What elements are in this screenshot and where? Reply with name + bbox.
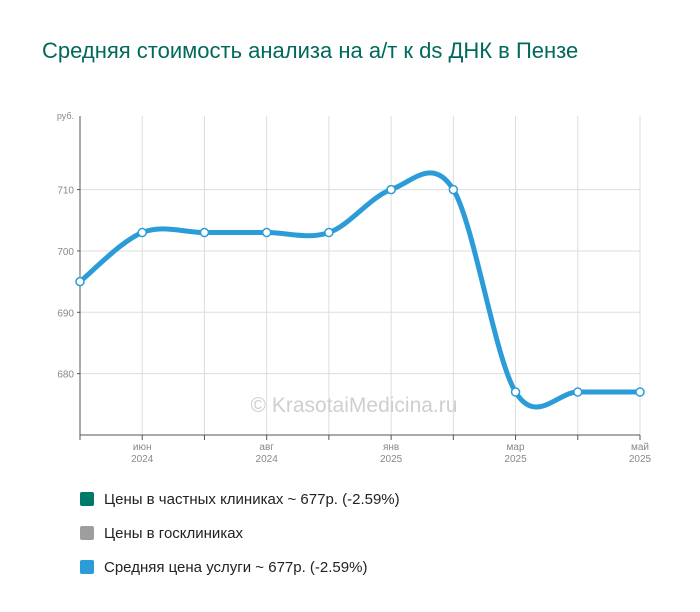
legend-label-private: Цены в частных клиниках ~ 677р. (-2.59%) [104,490,400,508]
x-tick-label-year: 2024 [131,454,154,465]
chart-title: Средняя стоимость анализа на а/т к ds ДН… [42,38,579,63]
legend-label-average: Средняя цена услуги ~ 677р. (-2.59%) [104,558,368,576]
grid-lines [80,116,641,435]
legend-item-private[interactable]: Цены в частных клиниках ~ 677р. (-2.59%) [80,482,400,516]
x-tick-label-month: янв [383,442,399,453]
x-tick-label-month: май [631,442,649,453]
legend-swatch-private [80,492,94,506]
legend-swatch-average [80,560,94,574]
data-point [386,184,396,195]
data-point [324,227,334,238]
x-tick-label-month: авг [259,442,274,453]
data-point [573,387,583,397]
y-tick-label: 700 [57,247,74,258]
data-point [261,227,272,238]
x-tick-label-year: 2025 [380,454,403,465]
x-tick-label-month: мар [507,442,525,453]
y-axis-label: руб. [57,111,74,121]
data-point [75,276,85,287]
y-tick-label: 680 [57,370,74,381]
legend: Цены в частных клиниках ~ 677р. (-2.59%)… [80,482,400,584]
data-point [448,184,459,195]
legend-swatch-public [80,526,94,540]
watermark: © KrasotaiMedicina.ru [251,394,458,417]
series-layer [75,170,645,410]
x-tick-label-month: июн [133,442,152,453]
y-tick-label: 690 [57,308,74,319]
legend-item-public[interactable]: Цены в госклиниках [80,516,400,550]
data-point [510,387,521,397]
data-point [199,227,210,238]
axes: 680690700710руб.июн2024авг2024янв2025мар… [57,111,652,465]
legend-item-average[interactable]: Средняя цена услуги ~ 677р. (-2.59%) [80,550,400,584]
legend-label-public: Цены в госклиниках [104,524,244,542]
x-tick-label-year: 2025 [504,454,527,465]
line-chart: 680690700710руб.июн2024авг2024янв2025мар… [57,111,652,465]
y-tick-label: 710 [57,186,74,197]
x-tick-label-year: 2024 [256,454,279,465]
data-point [635,387,645,397]
x-tick-label-year: 2025 [629,454,652,465]
data-point [137,227,147,238]
series-line [77,170,643,410]
